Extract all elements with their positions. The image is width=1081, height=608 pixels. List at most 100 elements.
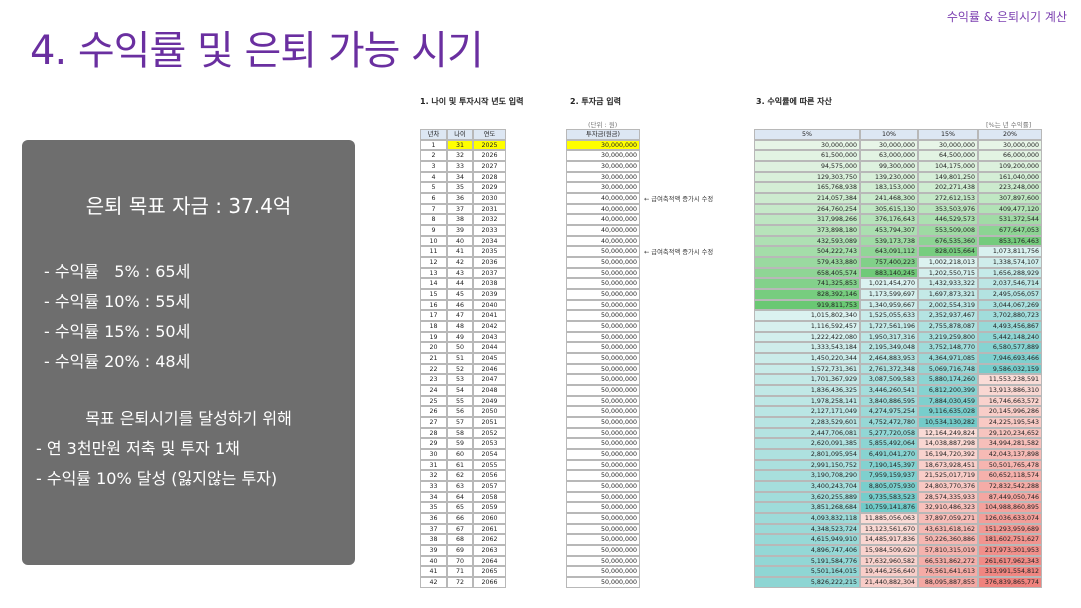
cell: 69 [447, 545, 473, 556]
cell: 16,194,720,392 [918, 449, 978, 460]
cell: 2063 [473, 545, 506, 556]
cell: 55 [447, 395, 473, 407]
cell: 9,586,032,159 [978, 363, 1042, 375]
cell: 45 [447, 289, 473, 300]
cell: 261,617,962,343 [978, 555, 1042, 567]
cell: 181,602,751,627 [978, 534, 1042, 546]
cell: 353,503,976 [918, 203, 978, 215]
cell: 40,000,000 [566, 193, 640, 204]
cell: 35 [447, 182, 473, 194]
cell: 3,851,268,684 [754, 502, 860, 514]
cell: 10,534,130,282 [918, 417, 978, 428]
cell: 9 [420, 225, 447, 236]
cell: 21,525,017,719 [918, 470, 978, 482]
header-cell: 연도 [473, 129, 506, 140]
cell: 643,091,112 [860, 246, 918, 258]
cell: 63,000,000 [860, 150, 918, 162]
cell: 305,615,130 [860, 203, 918, 215]
cell: 26 [420, 406, 447, 418]
cell: 2042 [473, 321, 506, 332]
cell: 22 [420, 363, 447, 375]
cell: 34 [447, 171, 473, 183]
cell: 1,021,454,270 [860, 278, 918, 290]
cell: 2031 [473, 203, 506, 215]
note: ← 급여축적액 증가시 수정 [644, 249, 714, 257]
cell: 161,040,000 [978, 171, 1042, 183]
cell: 4,493,456,867 [978, 321, 1042, 332]
section-title: 2. 투자금 입력 [570, 97, 621, 106]
plan-title: 목표 은퇴시기를 달성하기 위해 [85, 409, 292, 428]
cell: 50,000,000 [566, 310, 640, 322]
cell: 109,200,000 [978, 161, 1042, 172]
cell: 1,701,367,929 [754, 374, 860, 386]
plan-item: - 연 3천만원 저축 및 투자 1채 [36, 439, 240, 458]
cell: 50,000,000 [566, 427, 640, 439]
cell: 94,575,000 [754, 161, 860, 172]
cell: 2034 [473, 235, 506, 247]
cell: 409,477,120 [978, 203, 1042, 215]
cell: 1,697,873,321 [918, 289, 978, 300]
cell: 104,175,000 [918, 161, 978, 172]
cell: 24,225,195,543 [978, 417, 1042, 428]
cell: 43 [447, 267, 473, 279]
cell: 70 [447, 555, 473, 567]
cell: 30,000,000 [978, 139, 1042, 151]
cell: 2057 [473, 481, 506, 492]
cell: 579,433,880 [754, 257, 860, 268]
cell: 1,978,258,141 [754, 395, 860, 407]
cell: 3,400,243,704 [754, 481, 860, 492]
cell: 44 [447, 278, 473, 290]
cell: 1,202,550,715 [918, 267, 978, 279]
cell: 8 [420, 214, 447, 226]
cell: 35 [420, 502, 447, 514]
cell: 7 [420, 203, 447, 215]
cell: 31 [447, 139, 473, 151]
cell: 2,283,529,601 [754, 417, 860, 428]
cell: 15 [420, 289, 447, 300]
cell: 61 [447, 459, 473, 471]
cell: 5,277,720,058 [860, 427, 918, 439]
cell: 4,752,472,780 [860, 417, 918, 428]
cell: 34,994,281,582 [978, 438, 1042, 450]
cell: 2040 [473, 299, 506, 311]
cell: 214,057,384 [754, 193, 860, 204]
cell: 21 [420, 353, 447, 364]
cell: 49 [447, 331, 473, 343]
cell: 40,000,000 [566, 235, 640, 247]
cell: 51 [447, 353, 473, 364]
cell: 38 [447, 214, 473, 226]
cell: 3,620,255,889 [754, 491, 860, 503]
cell: 2,195,349,048 [860, 342, 918, 354]
cell: 5,069,716,748 [918, 363, 978, 375]
cell: 9,116,635,028 [918, 406, 978, 418]
cell: 18,673,928,451 [918, 459, 978, 471]
cell: 60,652,118,574 [978, 470, 1042, 482]
cell: 217,973,301,953 [978, 545, 1042, 556]
cell: 4,093,832,118 [754, 513, 860, 524]
cell: 17,632,960,582 [860, 555, 918, 567]
cell: 50,000,000 [566, 417, 640, 428]
cell: 61,500,000 [754, 150, 860, 162]
cell: 307,897,600 [978, 193, 1042, 204]
cell: 1,836,436,325 [754, 385, 860, 396]
cell: 2065 [473, 566, 506, 578]
cell: 828,015,664 [918, 246, 978, 258]
cell: 57 [447, 417, 473, 428]
cell: 56 [447, 406, 473, 418]
cell: 58 [447, 427, 473, 439]
cell: 3,219,259,800 [918, 331, 978, 343]
cell: 139,230,000 [860, 171, 918, 183]
cell: 2044 [473, 342, 506, 354]
cell: 68 [447, 534, 473, 546]
cell: 50,000,000 [566, 267, 640, 279]
cell: 6,491,041,270 [860, 449, 918, 460]
cell: 37 [447, 203, 473, 215]
cell: 40 [420, 555, 447, 567]
cell: 39 [447, 225, 473, 236]
cell: 2030 [473, 193, 506, 204]
cell: 19,446,256,640 [860, 566, 918, 578]
cell: 2061 [473, 523, 506, 535]
cell: 50,000,000 [566, 534, 640, 546]
cell: 2043 [473, 331, 506, 343]
cell: 12 [420, 257, 447, 268]
